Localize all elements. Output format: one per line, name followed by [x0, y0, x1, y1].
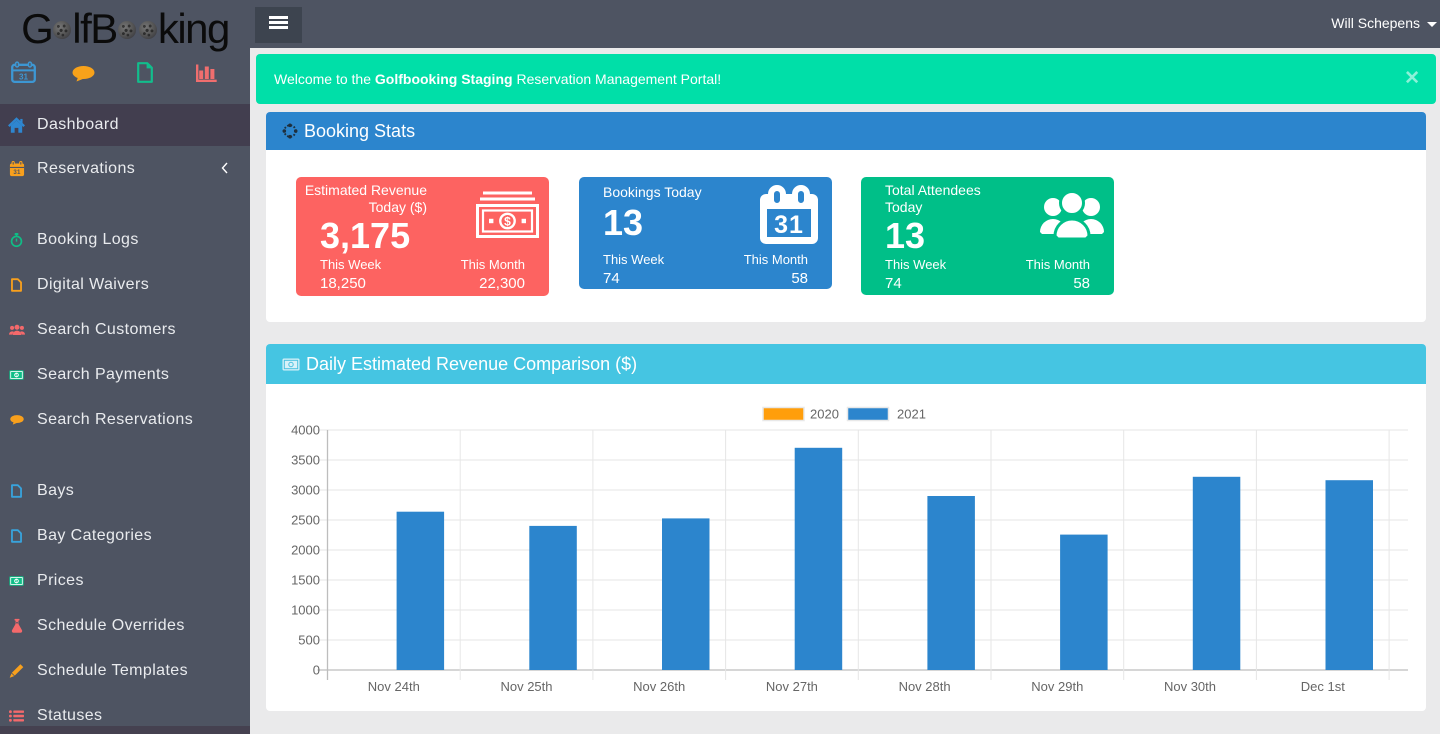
svg-text:Nov 25th: Nov 25th: [500, 679, 552, 694]
svg-text:Nov 24th: Nov 24th: [368, 679, 420, 694]
svg-text:Dec 1st: Dec 1st: [1301, 679, 1345, 694]
svg-text:3000: 3000: [291, 483, 320, 498]
svg-text:4000: 4000: [291, 423, 320, 438]
svg-text:31: 31: [19, 73, 29, 82]
svg-text:31: 31: [774, 211, 804, 239]
svg-text:1500: 1500: [291, 573, 320, 588]
svg-text:$: $: [15, 578, 18, 583]
svg-text:Nov 26th: Nov 26th: [633, 679, 685, 694]
svg-text:$: $: [15, 372, 18, 377]
svg-text:1000: 1000: [291, 603, 320, 618]
svg-text:Nov 28th: Nov 28th: [899, 679, 951, 694]
svg-text:31: 31: [13, 169, 21, 176]
svg-text:Nov 30th: Nov 30th: [1164, 679, 1216, 694]
svg-text:Nov 27th: Nov 27th: [766, 679, 818, 694]
svg-text:500: 500: [298, 633, 320, 648]
svg-text:3500: 3500: [291, 453, 320, 468]
svg-text:2021: 2021: [897, 407, 926, 422]
svg-text:0: 0: [313, 663, 320, 678]
svg-text:2000: 2000: [291, 543, 320, 558]
svg-text:Nov 29th: Nov 29th: [1031, 679, 1083, 694]
svg-text:2020: 2020: [810, 407, 839, 422]
svg-text:2500: 2500: [291, 513, 320, 528]
svg-text:$: $: [504, 215, 511, 229]
